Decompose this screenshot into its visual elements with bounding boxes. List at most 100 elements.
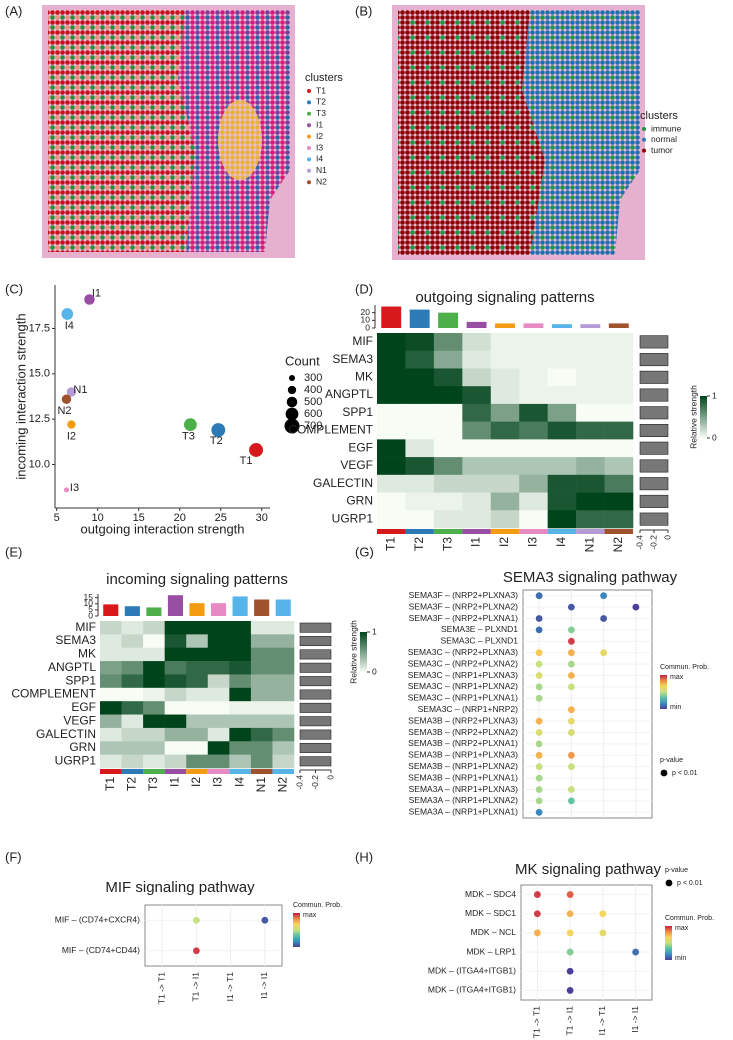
chart-title: MK signaling pathway bbox=[515, 861, 661, 878]
row-label: ANGPTL bbox=[48, 660, 96, 674]
heat-cell bbox=[186, 754, 209, 769]
column-color bbox=[490, 529, 520, 534]
heat-cell bbox=[143, 634, 165, 649]
heat-cell bbox=[547, 492, 577, 511]
heat-cell bbox=[100, 727, 122, 742]
heat-cell bbox=[121, 661, 144, 675]
color-legend-bar bbox=[660, 675, 667, 709]
heat-cell bbox=[100, 714, 122, 729]
heat-cell bbox=[433, 333, 463, 352]
color-legend-bar bbox=[665, 926, 672, 960]
legend-label: tumor bbox=[651, 145, 673, 155]
plot-frame bbox=[522, 589, 653, 819]
heat-cell bbox=[576, 350, 605, 369]
dot bbox=[535, 592, 543, 600]
column-label: N1 bbox=[254, 777, 268, 793]
column-label: I1 bbox=[168, 777, 182, 787]
legend-label: T2 bbox=[316, 97, 326, 107]
legend-swatch bbox=[307, 89, 311, 93]
heat-cell bbox=[462, 457, 492, 476]
size-legend-dot bbox=[284, 418, 300, 434]
size-legend-title: p-value bbox=[660, 757, 683, 764]
heat-cell bbox=[377, 403, 406, 422]
heat-cell bbox=[377, 439, 406, 458]
row-label: MDK – LRP1 bbox=[466, 946, 516, 956]
row-label: MK bbox=[355, 369, 373, 383]
heat-cell bbox=[164, 634, 187, 649]
legend-label: I3 bbox=[316, 142, 323, 152]
heat-cell bbox=[405, 510, 435, 529]
x-tick-label: 5 bbox=[54, 512, 60, 524]
column-color bbox=[250, 769, 273, 774]
heat-cell bbox=[547, 386, 577, 405]
panel-label: (D) bbox=[355, 281, 373, 296]
point-label: T1 bbox=[240, 455, 253, 467]
dot bbox=[535, 808, 543, 816]
column-label: T1 bbox=[103, 777, 117, 791]
dot bbox=[600, 649, 608, 657]
point bbox=[66, 387, 77, 397]
heat-cell bbox=[207, 687, 230, 702]
heat-cell bbox=[576, 510, 605, 529]
spatial-image-a bbox=[42, 5, 295, 258]
heat-cell bbox=[433, 510, 463, 529]
y-tick-label: 10 bbox=[84, 598, 94, 608]
size-legend-label: 600 bbox=[304, 408, 322, 420]
heat-cell bbox=[186, 741, 209, 755]
heat-cell bbox=[143, 687, 165, 702]
y-tick-label: 5 bbox=[88, 604, 93, 614]
colorbar bbox=[700, 396, 707, 438]
row-label: SPP1 bbox=[342, 405, 373, 419]
row-label: SEMA3F – (NRP2+PLXNA3) bbox=[409, 590, 519, 600]
heat-cell bbox=[433, 386, 463, 405]
column-color bbox=[100, 769, 122, 774]
legend-swatch bbox=[307, 168, 311, 173]
column-color bbox=[377, 529, 406, 534]
dot bbox=[567, 751, 575, 759]
heat-cell bbox=[272, 701, 295, 715]
heat-cell bbox=[547, 474, 577, 493]
color-legend-bar bbox=[293, 913, 300, 947]
panel-label: (A) bbox=[5, 3, 22, 18]
heat-cell bbox=[576, 368, 605, 387]
heat-cell bbox=[143, 621, 165, 635]
dot bbox=[535, 740, 543, 748]
side-bar bbox=[639, 406, 669, 420]
column-label: T1 -> I1 bbox=[564, 1006, 574, 1036]
heat-cell bbox=[100, 687, 122, 702]
column-color bbox=[143, 769, 165, 774]
column-label: N2 bbox=[611, 537, 625, 553]
heat-cell bbox=[121, 647, 144, 662]
column-color bbox=[229, 769, 251, 774]
heat-cell bbox=[405, 350, 435, 369]
side-bar bbox=[639, 423, 669, 438]
dot bbox=[632, 603, 640, 611]
bar bbox=[275, 599, 291, 616]
color-legend-title: Commun. Prob. bbox=[665, 915, 714, 922]
point bbox=[63, 487, 69, 493]
colorbar-title: Relative strength bbox=[348, 620, 358, 684]
heat-cell bbox=[121, 687, 144, 702]
side-bar bbox=[299, 622, 332, 633]
point-label: T2 bbox=[210, 435, 223, 447]
chart-title: SEMA3 signaling pathway bbox=[503, 569, 678, 586]
heat-cell bbox=[143, 701, 165, 715]
side-bar bbox=[299, 756, 332, 767]
heat-cell bbox=[121, 621, 144, 635]
row-label: SEMA3B – (NRP2+PLXNA3) bbox=[408, 715, 518, 725]
heat-cell bbox=[121, 727, 144, 742]
size-legend-dot bbox=[287, 385, 297, 395]
heat-cell bbox=[462, 492, 492, 511]
bar bbox=[381, 306, 402, 328]
column-color bbox=[576, 529, 605, 534]
x-tick-label: 0 bbox=[325, 775, 335, 780]
chart-title: incoming signaling patterns bbox=[106, 571, 288, 588]
dot bbox=[567, 672, 575, 679]
row-label: SEMA3C – (NRP1+PLXNA3) bbox=[408, 670, 518, 680]
column-label: N2 bbox=[275, 777, 289, 793]
dot bbox=[567, 717, 575, 725]
dot bbox=[567, 797, 575, 805]
heat-cell bbox=[490, 333, 520, 352]
heat-cell bbox=[143, 714, 165, 729]
heat-cell bbox=[229, 727, 252, 742]
